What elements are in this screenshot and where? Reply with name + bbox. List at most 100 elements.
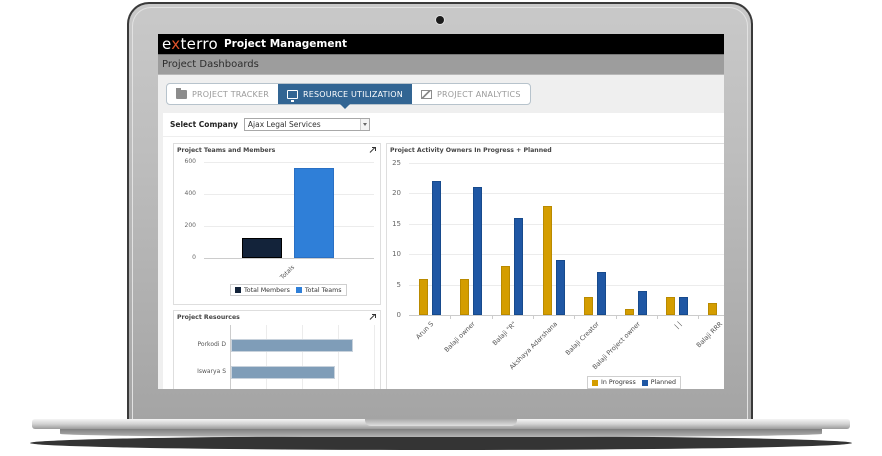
bar-planned[interactable] bbox=[679, 296, 689, 315]
monitor-icon bbox=[287, 89, 299, 102]
x-tick bbox=[574, 315, 576, 319]
legend-item-total-members[interactable]: Total Members bbox=[235, 287, 290, 294]
tab-label: RESOURCE UTILIZATION bbox=[303, 89, 403, 99]
project-resources-chart: Porkodi D Iswarya S bbox=[174, 311, 380, 389]
activity-owners-chart: 25 20 15 10 5 0 Arun S Balaji owner Balaji "R" Ak… bbox=[387, 144, 724, 389]
resource-bar[interactable] bbox=[231, 366, 336, 379]
legend-swatch bbox=[295, 287, 302, 293]
gridline bbox=[204, 194, 374, 195]
x-tick-label: | | bbox=[672, 320, 684, 331]
chart-card-project-resources: Project Resources Porkodi D Iswarya S bbox=[173, 310, 381, 389]
laptop-notch bbox=[365, 419, 517, 426]
gridline bbox=[266, 325, 267, 389]
tab-resource-utilization[interactable]: RESOURCE UTILIZATION bbox=[278, 84, 412, 109]
x-tick bbox=[656, 315, 658, 319]
breadcrumb-label: Project Dashboards bbox=[162, 59, 259, 70]
company-select-value: Ajax Legal Services bbox=[247, 120, 321, 129]
legend-item-in-progress[interactable]: In Progress bbox=[592, 379, 636, 386]
tab-project-tracker[interactable]: PROJECT TRACKER bbox=[167, 84, 278, 104]
gridline bbox=[409, 254, 724, 256]
x-tick-label: Arun S bbox=[414, 320, 436, 341]
tab-label: PROJECT TRACKER bbox=[192, 89, 270, 99]
bar-planned[interactable] bbox=[431, 181, 441, 315]
chart-title: Project Activity Owners In Progress + Pl… bbox=[390, 147, 552, 154]
legend-item-planned[interactable]: Planned bbox=[641, 379, 676, 386]
x-tick bbox=[491, 315, 493, 319]
bar-in-progress[interactable] bbox=[583, 296, 593, 315]
tab-label: PROJECT ANALYTICS bbox=[436, 89, 521, 99]
bar-in-progress[interactable] bbox=[501, 266, 511, 315]
x-tick-label: Balaji "R" bbox=[490, 320, 518, 348]
gridline bbox=[302, 325, 303, 389]
bar-planned[interactable] bbox=[555, 260, 565, 315]
bar-total-members[interactable] bbox=[242, 238, 282, 258]
gridline bbox=[338, 325, 339, 389]
x-tick-label: Balaji Creator bbox=[563, 320, 601, 357]
legend-item-total-teams[interactable]: Total Teams bbox=[295, 287, 342, 294]
x-tick-label: Balaji owner bbox=[442, 320, 477, 354]
x-tick bbox=[615, 315, 617, 319]
bar-in-progress[interactable] bbox=[625, 308, 635, 315]
company-select[interactable]: Ajax Legal Services bbox=[243, 118, 370, 131]
gridline bbox=[204, 162, 374, 163]
y-tick-label: Porkodi D bbox=[197, 341, 226, 348]
chart-legend: Total Members Total Teams bbox=[230, 284, 347, 296]
bar-planned[interactable] bbox=[596, 272, 606, 315]
camera-icon bbox=[436, 16, 444, 24]
bar-planned[interactable] bbox=[514, 217, 524, 315]
laptop-shadow bbox=[30, 436, 852, 450]
x-tick bbox=[450, 315, 452, 319]
y-tick-label: 600 bbox=[184, 158, 196, 165]
select-company-label: Select Company bbox=[170, 120, 238, 129]
resource-bar[interactable] bbox=[231, 339, 354, 352]
x-axis bbox=[409, 315, 724, 316]
tab-project-analytics[interactable]: PROJECT ANALYTICS bbox=[412, 84, 530, 104]
bar-in-progress[interactable] bbox=[707, 302, 717, 315]
y-tick-label: 25 bbox=[392, 159, 401, 167]
y-tick-label: 200 bbox=[184, 222, 196, 229]
y-tick-label: Iswarya S bbox=[197, 368, 226, 375]
gridline bbox=[409, 284, 724, 286]
expand-icon[interactable] bbox=[369, 314, 376, 321]
y-tick-label: 0 bbox=[396, 311, 401, 319]
gridline bbox=[409, 223, 724, 225]
y-tick-label: 20 bbox=[392, 189, 401, 198]
gridline bbox=[374, 325, 375, 389]
chart-title: Project Teams and Members bbox=[177, 147, 276, 154]
legend-swatch bbox=[235, 287, 241, 293]
chart-legend: In Progress Planned bbox=[587, 376, 681, 389]
gridline bbox=[204, 226, 374, 227]
dashboard-tabs: PROJECT TRACKER RESOURCE UTILIZATION PRO… bbox=[166, 83, 531, 109]
y-tick-label: 10 bbox=[392, 250, 401, 259]
legend-swatch bbox=[592, 379, 598, 386]
tab-bar-area: PROJECT TRACKER RESOURCE UTILIZATION PRO… bbox=[158, 75, 724, 112]
bar-in-progress[interactable] bbox=[666, 296, 676, 315]
app-title: Project Management bbox=[223, 38, 347, 50]
x-tick bbox=[698, 315, 700, 319]
y-tick-label: 5 bbox=[396, 280, 401, 289]
chart-card-activity-owners: Project Activity Owners In Progress + Pl… bbox=[386, 143, 724, 389]
y-tick-label: 400 bbox=[184, 190, 196, 197]
bar-total-teams[interactable] bbox=[294, 167, 334, 258]
y-tick-label: 15 bbox=[392, 219, 401, 228]
bar-in-progress[interactable] bbox=[542, 205, 552, 315]
analytics-icon bbox=[420, 89, 432, 99]
teams-members-chart: 600 400 200 0 Totals bbox=[174, 144, 380, 304]
x-tick bbox=[532, 315, 534, 319]
app-screen: exterro Project Management Project Dashb… bbox=[158, 34, 724, 389]
folder-icon bbox=[176, 87, 187, 99]
bar-planned[interactable] bbox=[638, 290, 648, 315]
chart-title: Project Resources bbox=[177, 314, 240, 321]
bar-in-progress[interactable] bbox=[459, 278, 469, 315]
gridline bbox=[409, 163, 724, 164]
chevron-down-icon[interactable] bbox=[359, 119, 369, 130]
bar-planned[interactable] bbox=[472, 187, 482, 315]
x-tick-label: Totals bbox=[279, 264, 297, 282]
exterro-logo[interactable]: exterro bbox=[162, 34, 218, 53]
bar-in-progress[interactable] bbox=[418, 278, 428, 315]
expand-icon[interactable] bbox=[369, 147, 376, 154]
x-tick-label: Balaji RRR bbox=[695, 320, 724, 350]
dashboard-panel: Select Company Ajax Legal Services Proje… bbox=[163, 113, 724, 389]
company-filter: Select Company Ajax Legal Services bbox=[163, 113, 724, 137]
